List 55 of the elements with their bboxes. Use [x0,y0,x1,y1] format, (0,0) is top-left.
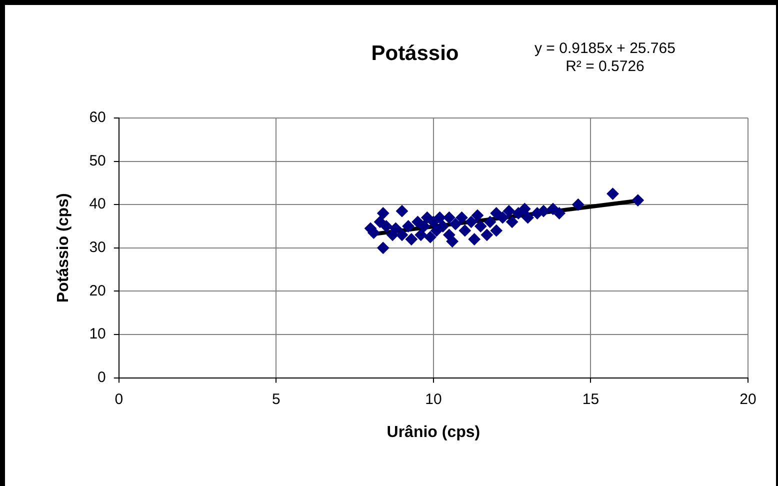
x-tick-label: 10 [425,390,442,408]
x-tick-label: 20 [740,390,756,408]
text: R² = 0.5726 [564,58,646,76]
point [606,188,619,200]
point [474,220,487,232]
x-tick-label: 15 [582,390,600,408]
y-tick-label: 0 [98,368,106,386]
point [632,194,644,206]
point [390,222,402,234]
point [458,224,471,237]
point [380,220,392,232]
text: y = 0.9185x + 25.765 [534,40,676,58]
point [465,216,478,228]
point [396,205,408,218]
point [396,228,408,241]
point [414,228,427,241]
y-tick-label: 40 [89,196,106,213]
point [405,233,418,246]
point [572,198,584,211]
x-axis-title: Urânio (cps) [386,424,480,441]
point [502,205,515,218]
point [377,207,390,220]
point [443,212,456,224]
point [418,220,430,232]
point [434,212,446,224]
point [512,207,524,220]
y-tick-label: 50 [89,152,106,170]
point [471,209,484,222]
point [424,231,436,244]
y-tick-label: 30 [89,239,106,256]
point [522,212,534,224]
y-tick-label: 60 [89,109,106,126]
point [480,228,493,241]
y-tick-label: 10 [89,326,106,343]
point [553,207,566,220]
point [377,242,390,254]
x-tick-label: 5 [272,390,280,408]
point [496,212,509,224]
point [412,216,424,228]
point [490,207,502,220]
y-tick-label: 20 [89,282,106,300]
point [538,205,550,218]
x-tick-label: 0 [114,390,124,408]
y-axis-title: Potássio (cps) [55,193,72,303]
point [449,218,462,230]
point [484,216,496,228]
point [490,224,502,237]
point [456,212,468,224]
point [518,202,531,215]
point [468,233,480,246]
chart-title: Potássio [370,42,460,66]
point [446,235,458,248]
point [402,220,414,232]
point [436,220,449,232]
point [506,216,518,228]
